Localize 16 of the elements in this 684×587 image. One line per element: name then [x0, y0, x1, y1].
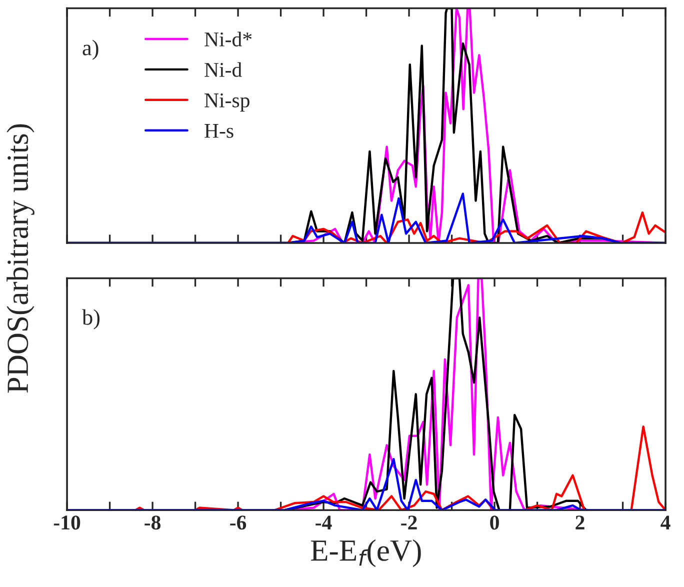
legend-label: H-s [204, 124, 234, 138]
x-tick-label: -6 [230, 516, 246, 530]
x-tick-label: -10 [54, 516, 80, 530]
legend-label: Ni-d [204, 62, 242, 77]
legend-label: Ni-d* [204, 32, 252, 46]
x-tick-label: 0 [490, 516, 499, 530]
y-axis-title: PDOS(arbitrary units) [6, 124, 34, 393]
x-tick-label: -2 [401, 516, 417, 530]
legend-label: Ni-sp [204, 93, 250, 112]
annotation: b) [82, 309, 100, 330]
x-tick-label: -8 [144, 516, 161, 530]
x-tick-label: 2 [576, 516, 584, 530]
x-tick-label: 4 [660, 516, 670, 530]
x-axis-title: E-E$_{f}$(eV) [310, 539, 421, 568]
annotation: a) [82, 40, 98, 60]
x-tick-label: -4 [316, 516, 332, 530]
